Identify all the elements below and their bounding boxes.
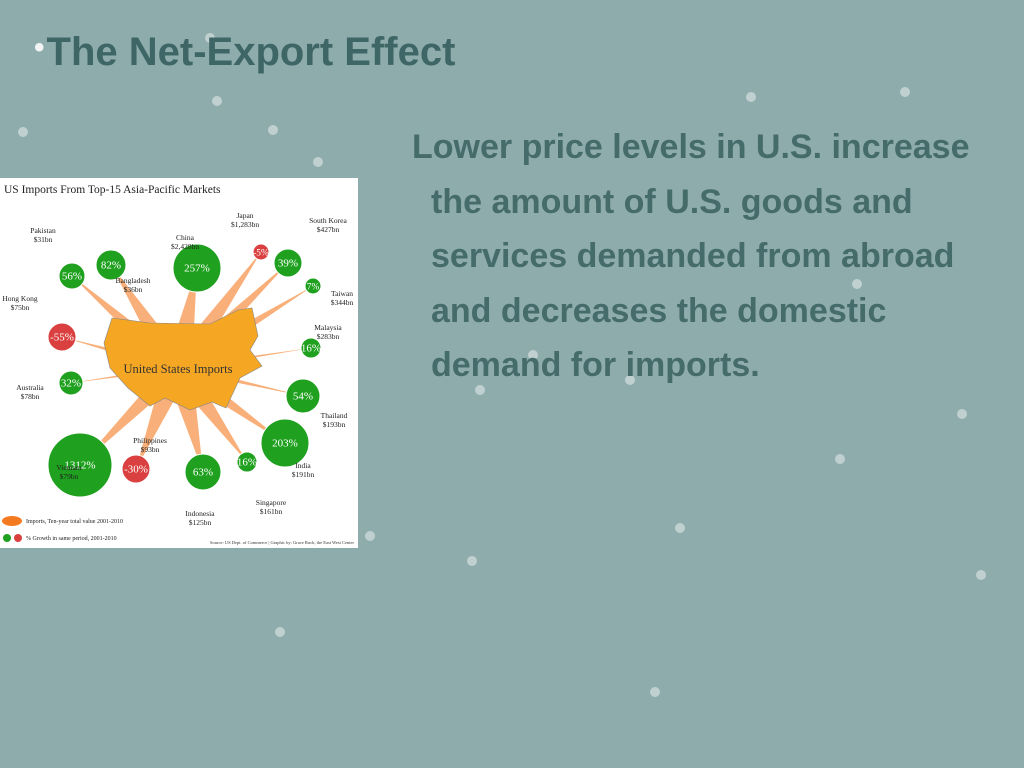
market-imports: $344bn bbox=[331, 298, 354, 307]
legend-label: % Growth in same period, 2001-2010 bbox=[26, 536, 117, 542]
growth-label: 39% bbox=[278, 258, 298, 270]
market-imports: $125bn bbox=[189, 518, 212, 527]
growth-label: 32% bbox=[61, 378, 81, 390]
growth-circle bbox=[285, 378, 321, 414]
legend-swatch bbox=[2, 516, 22, 526]
growth-label: 82% bbox=[101, 260, 121, 272]
growth-circle bbox=[300, 337, 322, 359]
market-imports: $1,283bn bbox=[231, 220, 259, 229]
market-imports: $191bn bbox=[292, 470, 315, 479]
legend-swatch bbox=[3, 534, 11, 542]
market-name: India bbox=[295, 461, 311, 470]
growth-label: 257% bbox=[184, 263, 210, 275]
market-name: Pakistan bbox=[30, 226, 56, 235]
market-name: Thailand bbox=[321, 411, 348, 420]
us-map bbox=[103, 307, 263, 411]
market-imports: $79bn bbox=[60, 472, 79, 481]
growth-circle bbox=[58, 262, 86, 290]
growth-label: -55% bbox=[50, 332, 74, 344]
decor-dot bbox=[528, 350, 538, 360]
infographic-title: US Imports From Top-15 Asia-Pacific Mark… bbox=[4, 184, 221, 196]
infographic: US Imports From Top-15 Asia-Pacific Mark… bbox=[0, 178, 358, 548]
growth-label: -5% bbox=[253, 249, 269, 259]
market-imports: $2,428bn bbox=[171, 242, 199, 251]
decor-dot bbox=[957, 409, 967, 419]
decor-dot bbox=[675, 523, 685, 533]
growth-label: 1312% bbox=[64, 460, 95, 472]
market-name: Japan bbox=[236, 211, 253, 220]
market-name: Taiwan bbox=[331, 289, 353, 298]
market-name: Australia bbox=[16, 383, 44, 392]
market-imports: $78bn bbox=[21, 392, 40, 401]
market-imports: $93bn bbox=[141, 445, 160, 454]
growth-circle bbox=[273, 248, 303, 278]
decor-dot bbox=[976, 570, 986, 580]
decor-dot bbox=[852, 279, 862, 289]
decor-dot bbox=[268, 125, 278, 135]
decor-dot bbox=[900, 87, 910, 97]
growth-label: 7% bbox=[307, 283, 320, 293]
market-name: Bangladesh bbox=[116, 276, 151, 285]
growth-label: 54% bbox=[293, 391, 313, 403]
decor-dot bbox=[18, 127, 28, 137]
market-imports: $193bn bbox=[323, 420, 346, 429]
growth-circle bbox=[58, 370, 84, 396]
decor-dot bbox=[313, 157, 323, 167]
market-name: Hong Kong bbox=[2, 294, 37, 303]
center-label: United States Imports bbox=[123, 362, 232, 376]
growth-circle bbox=[252, 243, 270, 261]
growth-label: 203% bbox=[272, 438, 298, 450]
decor-dot bbox=[275, 627, 285, 637]
decor-dot bbox=[467, 556, 477, 566]
legend-swatch bbox=[14, 534, 22, 542]
growth-circle bbox=[184, 453, 222, 491]
decor-dot bbox=[625, 375, 635, 385]
market-name: Philippines bbox=[133, 436, 167, 445]
market-name: China bbox=[176, 233, 195, 242]
market-imports: $427bn bbox=[317, 225, 340, 234]
source: Source: US Dept. of Commerce | Graphic b… bbox=[210, 540, 355, 546]
slide-title: The Net-Export Effect bbox=[34, 30, 456, 75]
growth-circle bbox=[47, 322, 77, 352]
market-name: Malaysia bbox=[314, 323, 342, 332]
growth-circle bbox=[47, 432, 113, 498]
market-imports: $283bn bbox=[317, 332, 340, 341]
growth-circle bbox=[172, 243, 222, 293]
market-imports: $31bn bbox=[34, 235, 53, 244]
market-imports: $75bn bbox=[11, 303, 30, 312]
market-name: South Korea bbox=[309, 216, 347, 225]
market-name: Vietnam bbox=[56, 463, 82, 472]
market-imports: $161bn bbox=[260, 507, 283, 516]
decor-dot bbox=[212, 96, 222, 106]
decor-dot bbox=[650, 687, 660, 697]
decor-dot bbox=[835, 454, 845, 464]
growth-circle bbox=[121, 454, 151, 484]
growth-label: 16% bbox=[301, 343, 321, 355]
growth-circle bbox=[236, 451, 258, 473]
growth-circle bbox=[260, 418, 310, 468]
growth-label: 56% bbox=[62, 271, 82, 283]
decor-dot bbox=[746, 92, 756, 102]
growth-circle bbox=[304, 277, 322, 295]
legend-label: Imports, Ten-year total value 2001-2010 bbox=[26, 519, 123, 525]
slide-body: Lower price levels in U.S. increase the … bbox=[412, 128, 970, 384]
market-imports: $36bn bbox=[124, 285, 143, 294]
market-name: Singapore bbox=[256, 498, 287, 507]
growth-label: 63% bbox=[193, 467, 213, 479]
market-name: Indonesia bbox=[185, 509, 215, 518]
decor-dot bbox=[365, 531, 375, 541]
growth-label: -30% bbox=[124, 464, 148, 476]
decor-dot bbox=[475, 385, 485, 395]
growth-circle bbox=[95, 249, 127, 281]
growth-label: 16% bbox=[237, 457, 257, 469]
